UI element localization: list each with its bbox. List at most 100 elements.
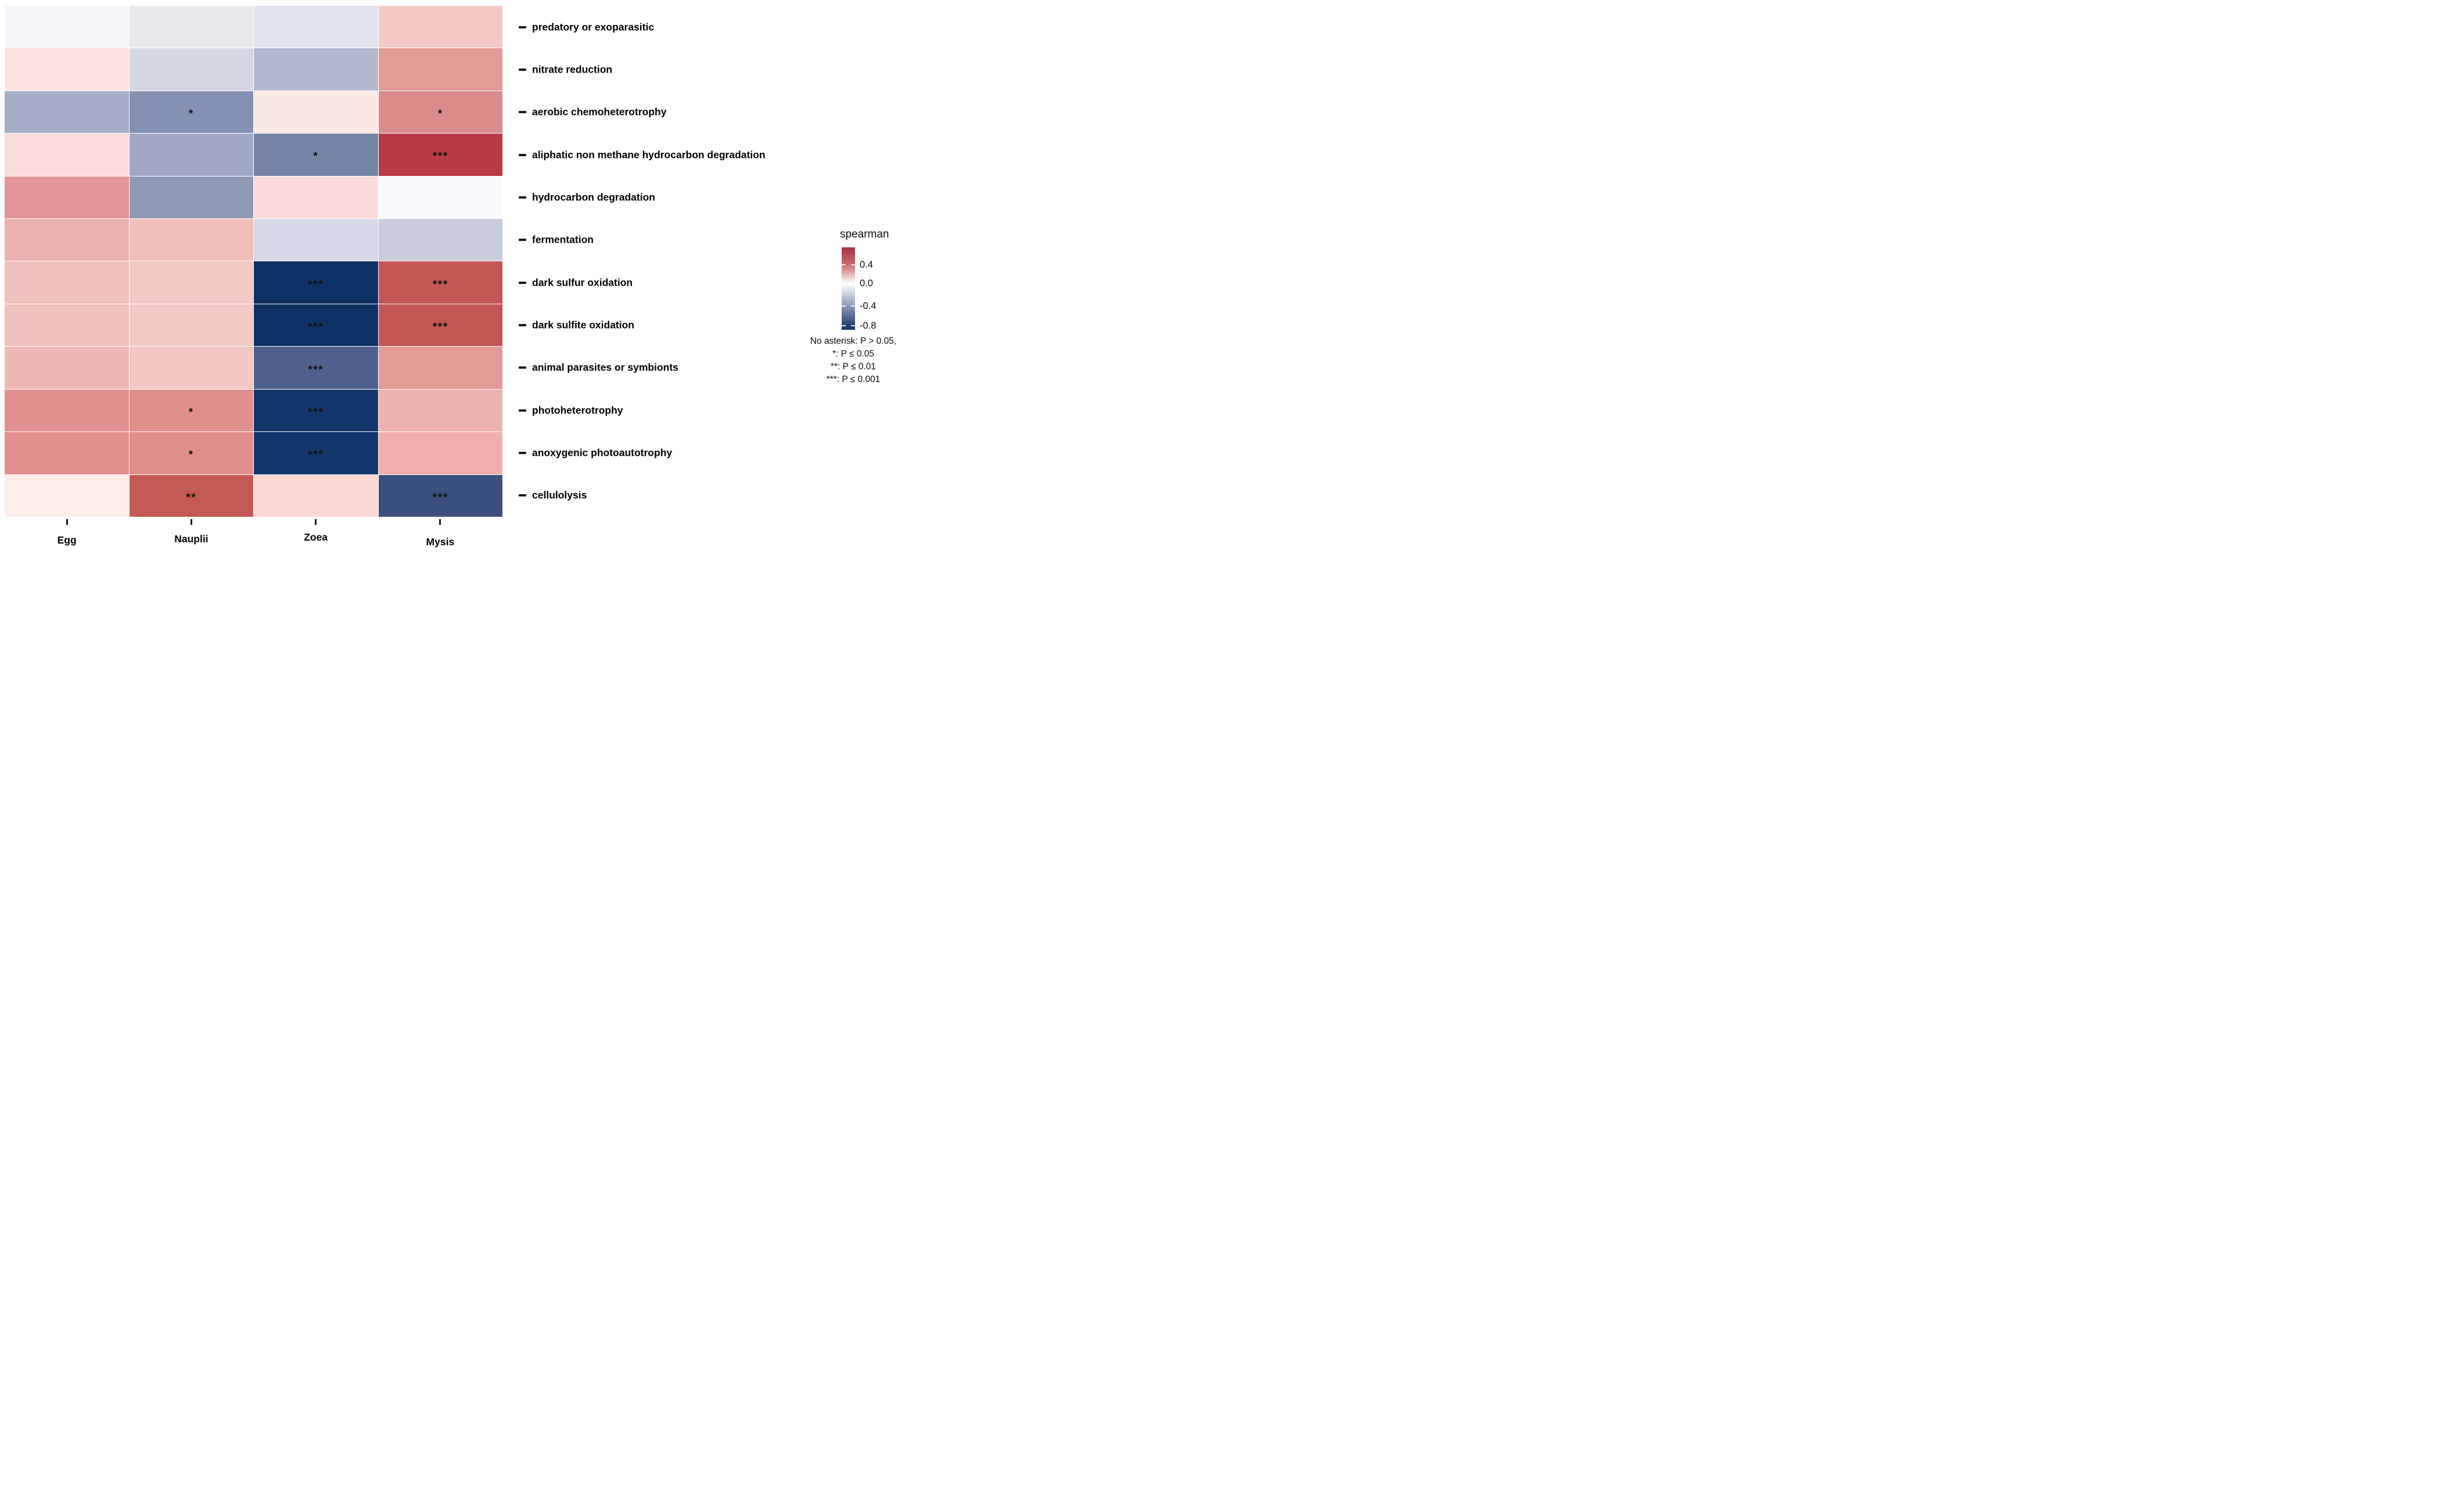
heatmap-cell bbox=[378, 176, 502, 219]
heatmap-cell bbox=[378, 347, 502, 389]
heatmap-cell bbox=[129, 48, 253, 91]
y-axis-tick bbox=[519, 366, 526, 369]
heatmap-cell bbox=[5, 474, 129, 517]
heatmap-cell: ** bbox=[129, 474, 253, 517]
heatmap-cell bbox=[254, 219, 378, 261]
colorbar-tick bbox=[851, 264, 855, 265]
heatmap-cell: * bbox=[378, 91, 502, 134]
legend-tick-label: 0.0 bbox=[860, 278, 873, 289]
heatmap-cell bbox=[129, 304, 253, 347]
significance-note: No asterisk: P > 0.05, *: P ≤ 0.05 **: P ≤… bbox=[769, 335, 911, 386]
x-axis-tick bbox=[439, 519, 441, 525]
heatmap-cell bbox=[254, 474, 378, 517]
row-label: predatory or exoparasitic bbox=[532, 21, 655, 33]
heatmap-cell bbox=[378, 389, 502, 432]
heatmap-cell: * bbox=[254, 134, 378, 176]
row-label: nitrate reduction bbox=[532, 63, 613, 75]
heatmap-cell bbox=[254, 48, 378, 91]
colorbar-tick bbox=[842, 325, 846, 326]
column-label: Zoea bbox=[304, 531, 328, 543]
heatmap-cell bbox=[378, 48, 502, 91]
row-label: dark sulfite oxidation bbox=[532, 319, 634, 331]
heatmap-cell: *** bbox=[254, 432, 378, 474]
y-axis-tick bbox=[519, 239, 526, 242]
heatmap-cell: *** bbox=[254, 389, 378, 432]
heatmap-cell bbox=[5, 261, 129, 304]
heatmap-cell bbox=[254, 6, 378, 48]
y-axis-tick bbox=[519, 409, 526, 412]
heatmap-cell bbox=[5, 304, 129, 347]
colorbar-tick bbox=[842, 264, 846, 265]
row-label: hydrocarbon degradation bbox=[532, 191, 655, 203]
significance-stars: *** bbox=[432, 150, 448, 163]
legend-tick-label: -0.4 bbox=[860, 300, 877, 311]
colorbar-tick bbox=[842, 283, 846, 285]
column-label: Nauplii bbox=[174, 533, 209, 545]
y-axis-tick bbox=[519, 69, 526, 71]
significance-stars: * bbox=[313, 150, 319, 163]
heatmap-figure: * * * *** *** *** *** *** *** * *** * *** ** *** preda… bbox=[0, 0, 911, 551]
heatmap-cell bbox=[5, 176, 129, 219]
row-label: aliphatic non methane hydrocarbon degrad… bbox=[532, 149, 766, 161]
significance-stars: *** bbox=[308, 449, 324, 462]
y-axis-tick bbox=[519, 111, 526, 114]
heatmap-cell bbox=[5, 389, 129, 432]
significance-stars: *** bbox=[432, 278, 448, 291]
legend-tick-label: -0.8 bbox=[860, 320, 877, 331]
colorbar-tick bbox=[842, 305, 846, 307]
legend-title: spearman bbox=[840, 228, 889, 240]
x-axis-tick bbox=[190, 519, 192, 525]
heatmap-cell: *** bbox=[378, 304, 502, 347]
significance-stars: ** bbox=[186, 491, 197, 504]
significance-stars: *** bbox=[432, 321, 448, 334]
heatmap-cell bbox=[129, 261, 253, 304]
legend-colorbar bbox=[842, 247, 855, 330]
heatmap-cell: * bbox=[129, 389, 253, 432]
y-axis-tick bbox=[519, 324, 526, 326]
legend-tick-label: 0.4 bbox=[860, 259, 873, 270]
significance-stars: *** bbox=[308, 363, 324, 376]
heatmap-cell bbox=[5, 91, 129, 134]
heatmap-cell: *** bbox=[378, 134, 502, 176]
heatmap-cell bbox=[129, 134, 253, 176]
row-label: dark sulfur oxidation bbox=[532, 276, 633, 289]
y-axis-tick bbox=[519, 196, 526, 199]
significance-stars: *** bbox=[308, 321, 324, 334]
y-axis-tick bbox=[519, 281, 526, 284]
heatmap-cell bbox=[5, 347, 129, 389]
colorbar-tick bbox=[851, 305, 855, 307]
colorbar-tick bbox=[851, 283, 855, 285]
y-axis-tick bbox=[519, 153, 526, 156]
y-axis-tick bbox=[519, 26, 526, 28]
heatmap-cell bbox=[254, 176, 378, 219]
significance-stars: *** bbox=[432, 491, 448, 504]
row-label: animal parasites or symbionts bbox=[532, 361, 678, 373]
colorbar-tick bbox=[851, 325, 855, 326]
heatmap-cell: *** bbox=[254, 347, 378, 389]
heatmap-cell bbox=[5, 432, 129, 474]
heatmap-cell bbox=[378, 219, 502, 261]
row-label: photoheterotrophy bbox=[532, 404, 623, 416]
heatmap-cell bbox=[5, 219, 129, 261]
y-axis-tick bbox=[519, 452, 526, 454]
heatmap-grid: * * * *** *** *** *** *** *** * *** * *** ** *** bbox=[5, 6, 502, 517]
column-label: Egg bbox=[57, 534, 77, 546]
row-label: anoxygenic photoautotrophy bbox=[532, 447, 673, 459]
heatmap-cell bbox=[254, 91, 378, 134]
heatmap-cell bbox=[129, 6, 253, 48]
note-line: *: P ≤ 0.05 bbox=[832, 349, 874, 359]
row-label: cellulolysis bbox=[532, 489, 587, 501]
heatmap-cell bbox=[5, 6, 129, 48]
heatmap-cell bbox=[129, 219, 253, 261]
heatmap-cell: *** bbox=[254, 261, 378, 304]
x-axis-tick bbox=[66, 519, 68, 525]
note-line: **: P ≤ 0.01 bbox=[830, 362, 877, 372]
significance-stars: * bbox=[188, 108, 194, 121]
note-line: No asterisk: P > 0.05, bbox=[810, 336, 897, 346]
heatmap-cell: *** bbox=[378, 261, 502, 304]
column-label: Mysis bbox=[426, 536, 455, 548]
heatmap-cell: * bbox=[129, 91, 253, 134]
heatmap-cell bbox=[378, 6, 502, 48]
heatmap-cell: *** bbox=[254, 304, 378, 347]
heatmap-cell: * bbox=[129, 432, 253, 474]
